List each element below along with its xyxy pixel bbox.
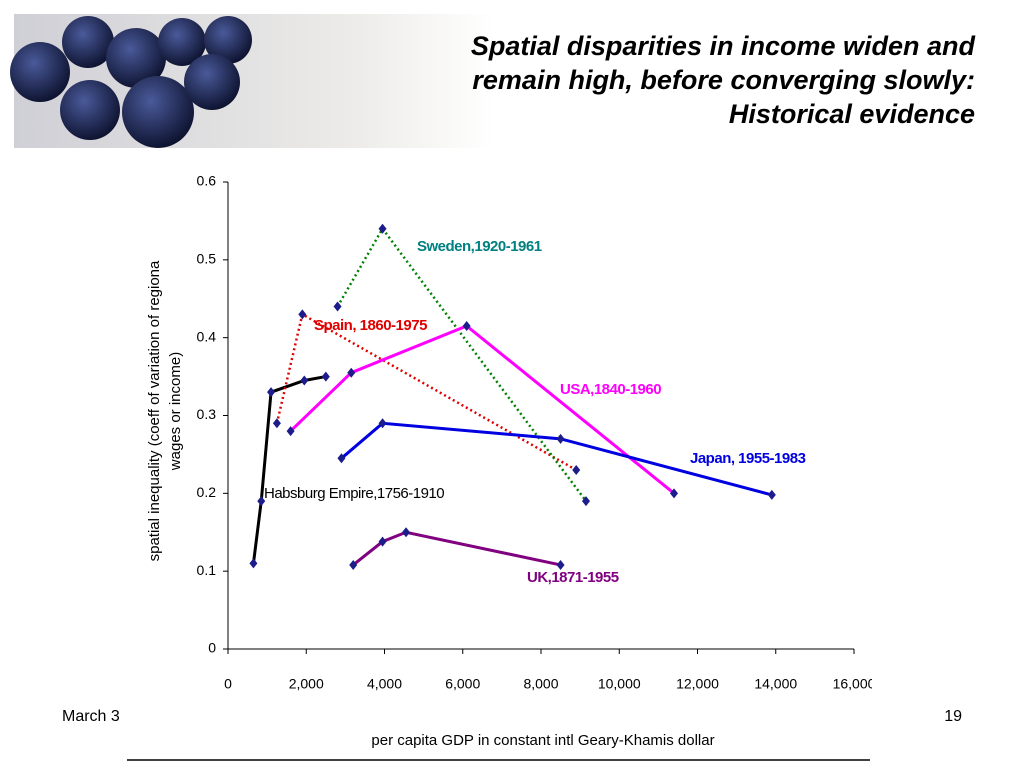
page-number: 19 xyxy=(944,708,962,725)
y-tick-label: 0 xyxy=(208,640,216,656)
x-tick-label: 14,000 xyxy=(754,676,797,692)
y-axis-label: wages or income) xyxy=(167,352,184,471)
series-label: Japan, 1955-1983 xyxy=(690,450,806,467)
marker xyxy=(337,453,346,464)
x-tick-label: 4,000 xyxy=(367,676,402,692)
y-tick-label: 0.2 xyxy=(197,484,217,500)
marker xyxy=(767,489,776,500)
marker xyxy=(257,496,266,507)
series-line xyxy=(340,421,773,497)
marker xyxy=(462,320,471,331)
x-tick-labels: 0 2,000 4,000 6,000 8,000 10,000 12,000 14,000 1… xyxy=(224,676,876,692)
marker xyxy=(572,464,581,475)
header-image xyxy=(10,14,494,148)
x-tick-label: 16,000 xyxy=(833,676,876,692)
marker xyxy=(347,367,356,378)
marker xyxy=(267,387,276,398)
marker xyxy=(378,223,387,234)
y-axis-label: spatial inequality (coeff of variation o… xyxy=(146,260,163,561)
series-label: Sweden,1920-1961 xyxy=(417,238,542,255)
series-line xyxy=(289,324,675,495)
marker xyxy=(670,488,679,499)
title-line: remain high, before converging slowly: xyxy=(472,65,975,95)
series-line xyxy=(275,312,577,472)
marker xyxy=(300,375,309,386)
series-line xyxy=(336,226,587,502)
x-tick-label: 12,000 xyxy=(676,676,719,692)
marker xyxy=(378,536,387,547)
x-axis-label: per capita GDP in constant intl Geary-Kh… xyxy=(371,732,714,749)
series-label: Habsburg Empire,1756-1910 xyxy=(264,485,444,502)
marker xyxy=(272,418,281,429)
marker xyxy=(378,418,387,429)
y-tick-label: 0.1 xyxy=(197,562,217,578)
series-line xyxy=(251,375,327,564)
x-tick-label: 10,000 xyxy=(598,676,641,692)
marker xyxy=(349,559,358,570)
series-line xyxy=(352,530,561,567)
x-tick-label: 8,000 xyxy=(523,676,558,692)
marker xyxy=(321,371,330,382)
chart-title: Spatial disparities in income widen and r… xyxy=(471,31,976,129)
x-tick-label: 6,000 xyxy=(445,676,480,692)
series-label: USA,1840-1960 xyxy=(560,381,661,398)
series-label: UK,1871-1955 xyxy=(527,569,619,586)
footer-date: March 3 xyxy=(62,708,120,725)
y-tick-label: 0.6 xyxy=(197,173,217,189)
series-label: Spain, 1860-1975 xyxy=(314,317,427,334)
marker xyxy=(249,558,258,569)
x-tick-label: 0 xyxy=(224,676,232,692)
marker xyxy=(333,301,342,312)
marker xyxy=(556,433,565,444)
y-tick-label: 0.5 xyxy=(197,251,217,267)
x-tick-label: 2,000 xyxy=(289,676,324,692)
marker xyxy=(581,496,590,507)
marker xyxy=(298,309,307,320)
marker xyxy=(286,426,295,437)
title-line: Spatial disparities in income widen and xyxy=(471,31,976,61)
y-tick-label: 0.3 xyxy=(197,406,217,422)
marker xyxy=(402,527,411,538)
y-tick-label: 0.4 xyxy=(197,328,217,344)
title-line: Historical evidence xyxy=(729,99,975,129)
marker xyxy=(556,559,565,570)
